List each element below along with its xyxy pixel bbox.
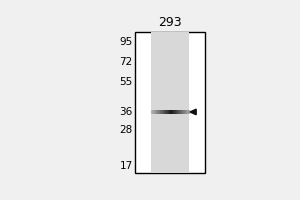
Bar <box>135 32 205 173</box>
Text: 95: 95 <box>120 37 133 47</box>
Bar <box>151 32 189 173</box>
Text: 17: 17 <box>120 161 133 171</box>
Text: 72: 72 <box>120 57 133 67</box>
Polygon shape <box>190 109 196 115</box>
Text: 28: 28 <box>120 125 133 135</box>
Text: 293: 293 <box>158 16 182 29</box>
Text: 55: 55 <box>120 77 133 87</box>
Text: 36: 36 <box>120 107 133 117</box>
